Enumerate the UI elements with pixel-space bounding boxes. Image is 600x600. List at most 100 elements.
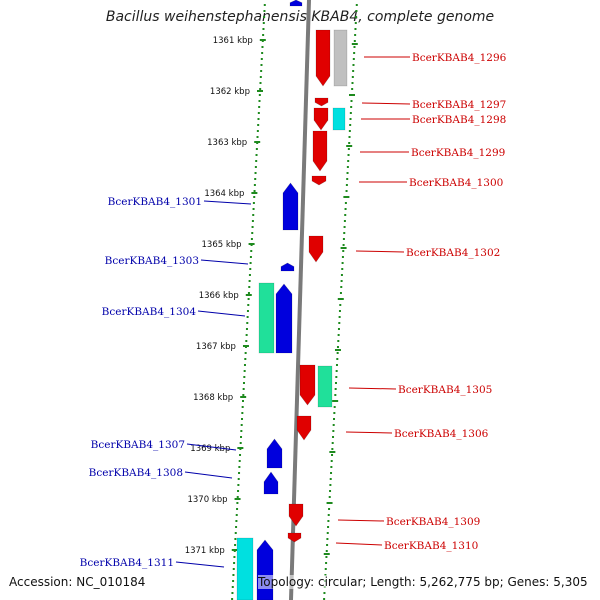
ring-dot xyxy=(329,478,332,480)
grey-feature xyxy=(333,29,348,87)
ring-dot xyxy=(338,310,341,312)
ring-dot xyxy=(255,160,258,162)
ring-dot xyxy=(330,466,333,468)
gene-label: BcerKBAB4_1297 xyxy=(412,99,506,111)
tick-label: 1367 kbp xyxy=(196,342,236,352)
ring-dot xyxy=(348,130,351,132)
ring-dot xyxy=(248,274,251,276)
ring-dot xyxy=(336,346,339,348)
ring-dot xyxy=(258,100,261,102)
ring-dot xyxy=(260,58,263,60)
ring-dot xyxy=(334,382,337,384)
ring-dot xyxy=(341,268,344,270)
ring-dot xyxy=(259,82,262,84)
ring-dot xyxy=(351,82,354,84)
forward-gene-arrow xyxy=(287,532,302,543)
ring-dot xyxy=(342,238,345,240)
ring-dot xyxy=(342,250,345,252)
ring-dot xyxy=(343,220,346,222)
ring-dot xyxy=(254,166,257,168)
ring-dot xyxy=(332,436,335,438)
ring-dot xyxy=(257,112,260,114)
ring-dot xyxy=(343,232,346,234)
gene-label: BcerKBAB4_1300 xyxy=(409,177,503,189)
reverse-gene-arrow xyxy=(256,539,274,600)
ring-dot xyxy=(346,172,349,174)
ring-dot xyxy=(246,310,249,312)
ring-dot xyxy=(252,202,255,204)
ring-dot xyxy=(234,532,237,534)
ring-dot xyxy=(326,544,329,546)
ring-dot xyxy=(246,316,249,318)
ring-dot xyxy=(346,166,349,168)
ring-dot xyxy=(325,562,328,564)
ring-dot xyxy=(354,28,357,30)
ring-dot xyxy=(236,502,239,504)
ring-dot xyxy=(240,430,243,432)
ring-dot xyxy=(259,88,262,90)
ring-dot xyxy=(351,88,354,90)
ring-dot xyxy=(262,28,265,30)
ring-dot xyxy=(345,184,348,186)
gene-label: BcerKBAB4_1301 xyxy=(108,196,202,208)
ring-dot xyxy=(262,22,265,24)
ring-dot xyxy=(355,10,358,12)
ring-dot xyxy=(253,196,256,198)
ring-dot xyxy=(338,316,341,318)
ring-dot xyxy=(262,34,265,36)
ring-dot xyxy=(349,118,352,120)
forward-gene-arrow xyxy=(296,415,312,441)
gene-label: BcerKBAB4_1296 xyxy=(412,52,507,64)
ring-dot xyxy=(324,568,327,570)
reverse-gene-arrow xyxy=(282,182,299,231)
ring-dot xyxy=(344,202,347,204)
map-title: Bacillus weihenstephanensis KBAB4, compl… xyxy=(105,9,495,25)
ring-dot xyxy=(344,214,347,216)
ring-dot xyxy=(336,358,339,360)
tick-label: 1369 kbp xyxy=(190,444,230,454)
ring-dot xyxy=(347,148,350,150)
ring-dot xyxy=(231,592,234,594)
ring-dot xyxy=(255,154,258,156)
leader-line xyxy=(203,200,252,205)
gene-label: BcerKBAB4_1309 xyxy=(386,516,480,528)
ring-dot xyxy=(345,190,348,192)
ring-dot xyxy=(248,280,251,282)
forward-gene-arrow xyxy=(312,130,328,172)
ring-dot xyxy=(257,118,260,120)
ring-dot xyxy=(245,334,248,336)
green-feature xyxy=(317,365,333,408)
ring-dot xyxy=(335,364,338,366)
ring-dot xyxy=(343,226,346,228)
ring-dot xyxy=(242,400,244,402)
ring-dot xyxy=(341,256,344,258)
ring-dot xyxy=(237,484,240,486)
ring-dot xyxy=(333,418,336,420)
ring-dot xyxy=(326,538,329,540)
ring-dot xyxy=(331,448,334,450)
ring-dot xyxy=(353,52,356,54)
ring-dot xyxy=(349,124,352,126)
ring-dot xyxy=(254,178,257,180)
leader-line xyxy=(200,259,249,265)
ring-dot xyxy=(253,190,256,192)
forward-gene-arrow xyxy=(314,97,329,107)
ring-dot xyxy=(235,514,238,516)
ring-dot xyxy=(332,424,335,426)
forward-gene-arrow xyxy=(311,175,327,186)
tick-label: 1363 kbp xyxy=(207,138,247,148)
ring-dot xyxy=(247,298,250,300)
ring-dot xyxy=(231,598,234,600)
tick-label: 1371 kbp xyxy=(185,546,225,556)
ring-dot xyxy=(238,472,241,474)
ring-dot xyxy=(354,34,357,36)
ring-dot xyxy=(348,136,351,138)
ring-dot xyxy=(348,142,351,144)
cyan-feature xyxy=(332,107,346,131)
ring-dot xyxy=(242,382,245,384)
ring-dot xyxy=(340,274,343,276)
ring-dot xyxy=(340,286,343,288)
reverse-gene-arrow xyxy=(275,283,293,354)
ring-dot xyxy=(254,172,257,174)
ring-dot xyxy=(235,526,238,528)
